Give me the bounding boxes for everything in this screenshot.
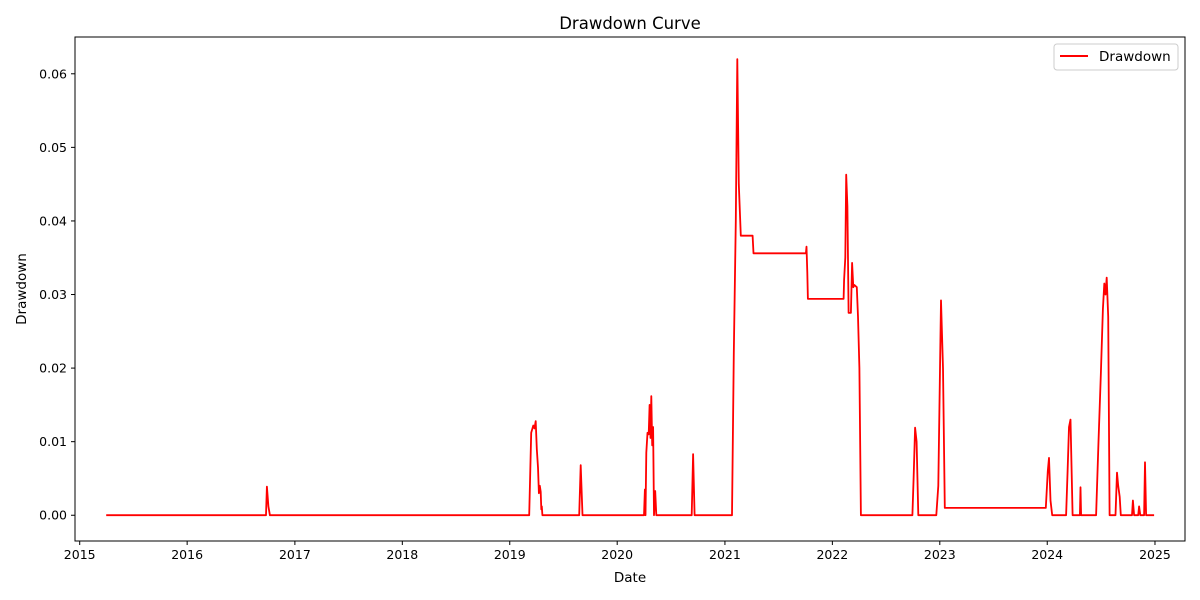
legend-box [1053,43,1179,71]
x-tick-label-2020: 2020 [601,547,633,562]
x-tick-label-2017: 2017 [279,547,311,562]
x-axis-label: Date [614,570,646,586]
x-tick-label-2025: 2025 [1139,547,1171,562]
y-tick-label-0.03: 0.03 [39,287,67,302]
y-tick-label-0.04: 0.04 [39,213,67,228]
x-tick-label-2018: 2018 [386,547,418,562]
x-tick-label-2019: 2019 [494,547,526,562]
x-tick-label-2022: 2022 [816,547,848,562]
x-tick-label-2016: 2016 [171,547,203,562]
x-tick-label-2015: 2015 [64,547,96,562]
y-tick-label-0.06: 0.06 [39,66,67,81]
chart-title: Drawdown Curve [559,14,701,33]
plot-area [106,58,1155,517]
plot-frame [74,36,1186,542]
legend: Drawdown [1053,43,1179,71]
y-tick-label-0.02: 0.02 [39,361,67,376]
axis-ticks: 2015 2016 2017 2018 2019 2020 2021 2022 2023 2024… [39,66,1171,562]
y-tick-label-0.00: 0.00 [39,508,67,523]
series-line-drawdown [106,58,1155,517]
y-tick-label-0.05: 0.05 [39,140,67,155]
y-tick-label-0.01: 0.01 [39,434,67,449]
x-tick-label-2021: 2021 [709,547,741,562]
legend-label-drawdown: Drawdown [1099,49,1171,65]
x-tick-label-2024: 2024 [1031,547,1063,562]
x-tick-label-2023: 2023 [924,547,956,562]
y-axis-label: Drawdown [14,253,30,325]
